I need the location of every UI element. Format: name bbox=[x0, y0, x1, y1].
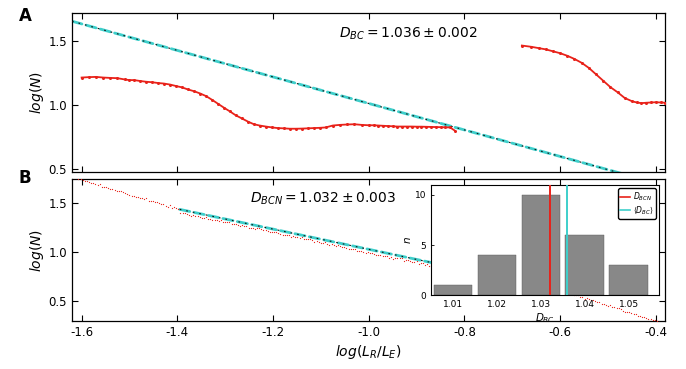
Y-axis label: $log(N)$: $log(N)$ bbox=[27, 71, 46, 114]
Text: $D_{BC} = 1.036 \pm 0.002$: $D_{BC} = 1.036 \pm 0.002$ bbox=[339, 25, 477, 42]
Text: $D_{BCN} = 1.032 \pm 0.003$: $D_{BCN} = 1.032 \pm 0.003$ bbox=[250, 190, 397, 207]
Text: A: A bbox=[19, 7, 32, 25]
X-axis label: $log(L_R/L_E)$: $log(L_R/L_E)$ bbox=[335, 343, 402, 361]
Text: B: B bbox=[19, 169, 32, 187]
Y-axis label: $log(N)$: $log(N)$ bbox=[27, 228, 46, 272]
